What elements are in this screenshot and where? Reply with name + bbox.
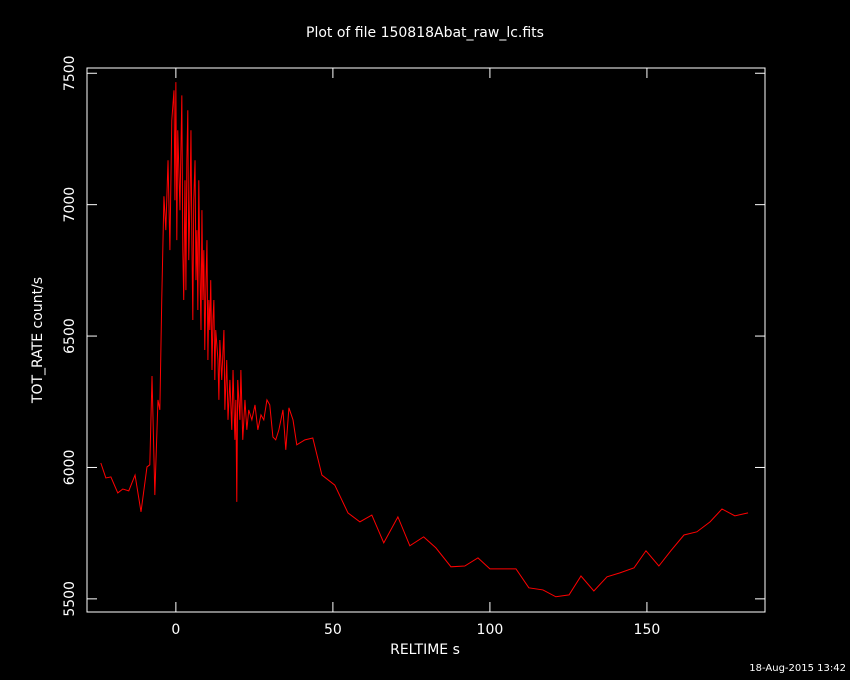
y-tick-label: 5500 <box>62 581 78 617</box>
y-tick-label: 7000 <box>62 187 78 223</box>
x-axis-label: RELTIME s <box>390 642 460 658</box>
y-tick-label: 6000 <box>62 450 78 486</box>
y-tick-label: 7500 <box>62 55 78 91</box>
chart-title: Plot of file 150818Abat_raw_lc.fits <box>306 25 544 41</box>
plot-frame <box>86 67 766 613</box>
x-tick-label: 50 <box>324 622 342 638</box>
x-tick-label: 0 <box>171 622 180 638</box>
light-curve <box>100 82 749 598</box>
footer-timestamp: 18-Aug-2015 13:42 <box>749 663 846 674</box>
x-tick-label: 150 <box>634 622 661 638</box>
y-tick-label: 6500 <box>62 318 78 354</box>
y-axis-label: TOT_RATE count/s <box>30 277 46 404</box>
x-tick-label: 100 <box>477 622 504 638</box>
